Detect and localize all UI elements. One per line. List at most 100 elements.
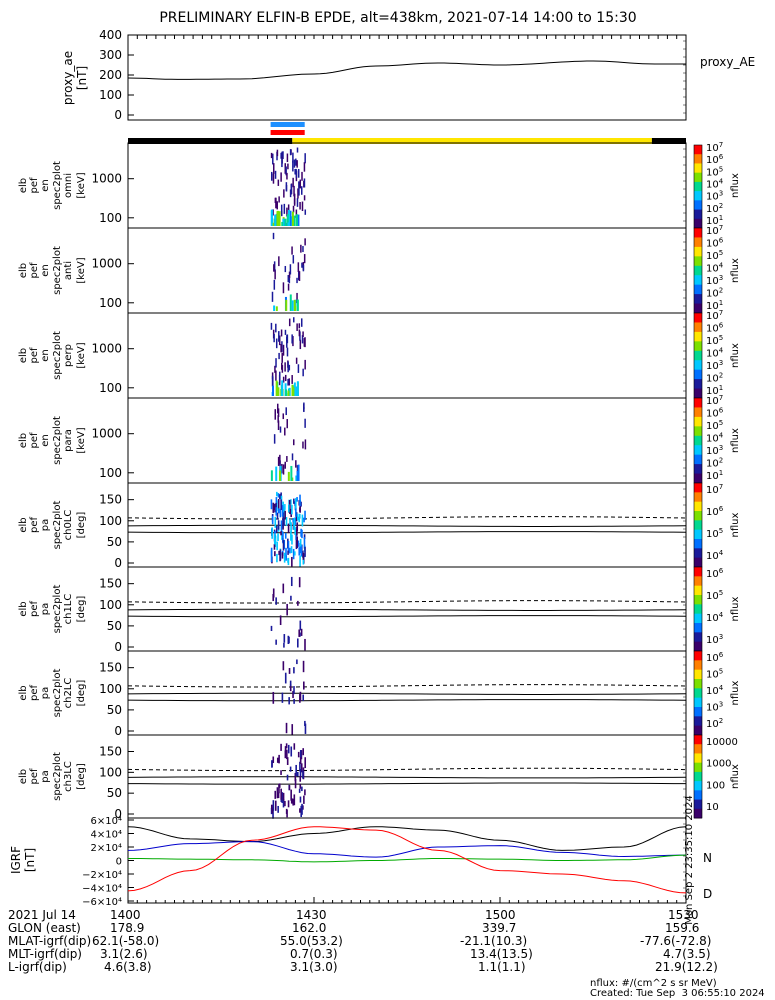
flux-pixel	[298, 187, 300, 196]
footer-row-value: 4.7(3.5)	[663, 947, 711, 961]
flux-pixel	[293, 185, 295, 197]
flux-pixel	[281, 505, 284, 517]
flux-pixel	[274, 790, 277, 799]
flux-pixel	[275, 370, 277, 381]
flux-pixel	[303, 254, 306, 264]
colorbar-tick-label: 104	[706, 432, 724, 445]
flux-pixel	[281, 463, 283, 474]
flux-pixel	[287, 222, 290, 226]
loss-cone-line	[127, 692, 687, 695]
flux-pixel	[296, 299, 299, 311]
flux-pixel	[296, 659, 298, 665]
flux-pixel	[297, 188, 299, 199]
flux-pixel	[290, 789, 292, 801]
flux-pixel	[289, 518, 291, 525]
flux-pixel	[285, 722, 288, 734]
flux-pixel	[280, 520, 283, 533]
flux-pixel	[272, 691, 275, 704]
flux-pixel	[279, 494, 281, 499]
y-tick-label: 100	[99, 514, 122, 528]
flux-pixel	[284, 672, 287, 684]
footer-row-value: 21.9(12.2)	[655, 960, 718, 974]
flux-pixel	[303, 517, 305, 523]
flux-pixel	[284, 362, 286, 372]
footer-row-value: 1500	[485, 908, 516, 922]
flux-pixel	[284, 329, 287, 335]
y-axis-label: spec2plot	[52, 161, 63, 210]
flux-pixel	[297, 751, 300, 758]
colorbar-segment	[694, 473, 702, 484]
y-axis-label: para	[63, 429, 74, 452]
footer-row-value: 62.1(-58.0)	[92, 934, 160, 948]
flux-pixel	[277, 420, 280, 431]
flux-pixel	[297, 262, 300, 272]
y-axis-label: omni	[63, 173, 74, 198]
y-axis-label: pa	[40, 770, 51, 782]
flux-pixel	[281, 692, 284, 703]
flux-pixel	[293, 698, 295, 704]
flux-pixel	[270, 499, 273, 510]
flux-pixel	[293, 215, 296, 226]
y-axis-label: pef	[29, 177, 40, 194]
state-bar-black	[651, 138, 686, 144]
y-tick-label: 100	[99, 88, 122, 102]
flux-pixel	[294, 772, 297, 782]
science-bar-blue	[270, 122, 305, 127]
flux-pixel	[287, 504, 290, 513]
flux-pixel	[286, 456, 288, 462]
flux-pixel	[286, 603, 288, 616]
y-tick-label: 100	[99, 381, 122, 395]
y-axis-label: [keV]	[76, 172, 87, 198]
flux-pixel	[288, 209, 291, 226]
y-axis-label: pef	[29, 262, 40, 279]
y-tick-label: 150	[99, 745, 122, 759]
flux-pixel	[301, 803, 303, 815]
flux-pixel	[295, 386, 298, 396]
colorbar-label: nflux	[730, 764, 741, 789]
flux-pixel	[274, 409, 277, 420]
flux-pixel	[284, 510, 286, 519]
flux-pixel	[273, 279, 276, 290]
colorbar-tick-label: 105	[706, 334, 723, 347]
colorbar-segment	[694, 511, 702, 521]
y-axis-label: ch0LC	[63, 510, 74, 541]
flux-pixel	[285, 389, 288, 396]
y-axis-label: pa	[40, 519, 51, 531]
colorbar-segment	[694, 520, 702, 531]
flux-pixel	[304, 789, 306, 796]
flux-pixel	[303, 402, 305, 409]
footer-row-value: 1530	[668, 908, 699, 922]
colorbar-segment	[694, 284, 702, 295]
flux-pixel	[277, 792, 280, 799]
y-axis-label: spec2plot	[52, 246, 63, 295]
flux-pixel	[275, 497, 278, 504]
flux-pixel	[287, 163, 289, 170]
flux-pixel	[270, 209, 273, 226]
colorbar-segment	[694, 388, 702, 399]
flux-pixel	[277, 508, 280, 514]
colorbar-segment	[694, 154, 702, 164]
footer-row-label: MLAT-igrf(dip)	[8, 934, 92, 948]
y-axis-label: en	[40, 349, 51, 362]
y-tick-label: 1000	[91, 172, 122, 186]
y-axis-label: pef	[29, 768, 40, 785]
y-tick-label: 0	[114, 556, 122, 570]
flux-pixel	[286, 419, 288, 429]
colorbar-segment	[694, 256, 702, 267]
flux-pixel	[292, 255, 295, 264]
flux-pixel	[299, 761, 301, 772]
colorbar-label: nflux	[730, 512, 741, 537]
flux-pixel	[302, 805, 304, 810]
flux-pixel	[293, 498, 295, 504]
flux-pixel	[304, 209, 307, 215]
y-axis-label: spec2plot	[52, 501, 63, 550]
colorbar-segment	[694, 294, 702, 305]
loss-cone-dashed-line	[127, 600, 687, 604]
flux-pixel	[296, 292, 298, 304]
flux-pixel	[273, 434, 276, 444]
colorbar-tick-label: 106	[706, 407, 724, 420]
flux-pixel	[293, 517, 296, 529]
flux-pixel	[278, 754, 280, 764]
flux-pixel	[302, 246, 304, 253]
